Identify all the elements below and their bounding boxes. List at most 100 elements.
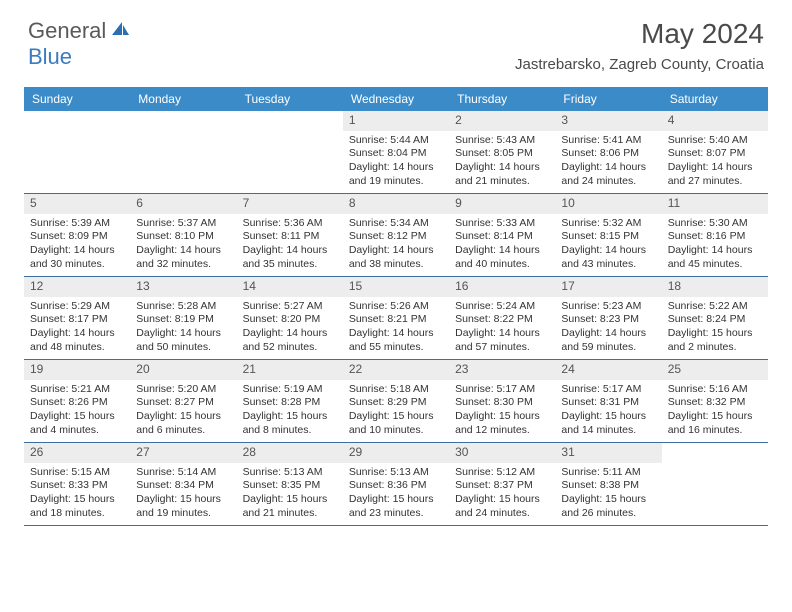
daylight-line-2: and 2 minutes. <box>668 341 762 355</box>
sunrise-line: Sunrise: 5:23 AM <box>561 300 655 314</box>
daylight-line-2: and 52 minutes. <box>243 341 337 355</box>
day-number: 20 <box>130 360 236 380</box>
sunrise-line: Sunrise: 5:22 AM <box>668 300 762 314</box>
logo: General <box>28 18 132 44</box>
daylight-line-1: Daylight: 15 hours <box>136 493 230 507</box>
daylight-line-1: Daylight: 14 hours <box>136 327 230 341</box>
sunset-line: Sunset: 8:22 PM <box>455 313 549 327</box>
weekday-header: Monday <box>130 87 236 111</box>
day-cell-empty <box>237 111 343 193</box>
daylight-line-2: and 35 minutes. <box>243 258 337 272</box>
day-info: Sunrise: 5:19 AMSunset: 8:28 PMDaylight:… <box>237 380 343 442</box>
day-number: 19 <box>24 360 130 380</box>
day-cell-empty <box>130 111 236 193</box>
day-number: 14 <box>237 277 343 297</box>
month-title: May 2024 <box>515 18 764 50</box>
day-info: Sunrise: 5:39 AMSunset: 8:09 PMDaylight:… <box>24 214 130 276</box>
daylight-line-1: Daylight: 15 hours <box>668 410 762 424</box>
sunset-line: Sunset: 8:07 PM <box>668 147 762 161</box>
sunrise-line: Sunrise: 5:40 AM <box>668 134 762 148</box>
sunset-line: Sunset: 8:32 PM <box>668 396 762 410</box>
daylight-line-2: and 10 minutes. <box>349 424 443 438</box>
daylight-line-1: Daylight: 14 hours <box>668 244 762 258</box>
sunset-line: Sunset: 8:10 PM <box>136 230 230 244</box>
day-number: 29 <box>343 443 449 463</box>
day-cell: 29Sunrise: 5:13 AMSunset: 8:36 PMDayligh… <box>343 443 449 525</box>
sunrise-line: Sunrise: 5:26 AM <box>349 300 443 314</box>
day-cell: 21Sunrise: 5:19 AMSunset: 8:28 PMDayligh… <box>237 360 343 442</box>
sunrise-line: Sunrise: 5:12 AM <box>455 466 549 480</box>
calendar-body: 1Sunrise: 5:44 AMSunset: 8:04 PMDaylight… <box>24 111 768 526</box>
daylight-line-1: Daylight: 14 hours <box>561 327 655 341</box>
daylight-line-1: Daylight: 14 hours <box>243 244 337 258</box>
day-cell: 24Sunrise: 5:17 AMSunset: 8:31 PMDayligh… <box>555 360 661 442</box>
daylight-line-1: Daylight: 14 hours <box>243 327 337 341</box>
day-number: 31 <box>555 443 661 463</box>
sunrise-line: Sunrise: 5:34 AM <box>349 217 443 231</box>
daylight-line-2: and 18 minutes. <box>30 507 124 521</box>
sunset-line: Sunset: 8:19 PM <box>136 313 230 327</box>
title-block: May 2024 Jastrebarsko, Zagreb County, Cr… <box>515 18 764 73</box>
day-number: 8 <box>343 194 449 214</box>
week-row: 12Sunrise: 5:29 AMSunset: 8:17 PMDayligh… <box>24 277 768 360</box>
daylight-line-2: and 12 minutes. <box>455 424 549 438</box>
day-number: 7 <box>237 194 343 214</box>
day-cell: 27Sunrise: 5:14 AMSunset: 8:34 PMDayligh… <box>130 443 236 525</box>
week-row: 1Sunrise: 5:44 AMSunset: 8:04 PMDaylight… <box>24 111 768 194</box>
sunset-line: Sunset: 8:38 PM <box>561 479 655 493</box>
sunset-line: Sunset: 8:27 PM <box>136 396 230 410</box>
weekday-header-row: SundayMondayTuesdayWednesdayThursdayFrid… <box>24 87 768 111</box>
sunset-line: Sunset: 8:30 PM <box>455 396 549 410</box>
daylight-line-2: and 59 minutes. <box>561 341 655 355</box>
day-number: 25 <box>662 360 768 380</box>
daylight-line-1: Daylight: 15 hours <box>455 493 549 507</box>
daylight-line-2: and 43 minutes. <box>561 258 655 272</box>
daylight-line-2: and 19 minutes. <box>349 175 443 189</box>
day-cell: 7Sunrise: 5:36 AMSunset: 8:11 PMDaylight… <box>237 194 343 276</box>
day-info: Sunrise: 5:20 AMSunset: 8:27 PMDaylight:… <box>130 380 236 442</box>
sunset-line: Sunset: 8:35 PM <box>243 479 337 493</box>
sunrise-line: Sunrise: 5:11 AM <box>561 466 655 480</box>
daylight-line-1: Daylight: 14 hours <box>30 327 124 341</box>
sunset-line: Sunset: 8:21 PM <box>349 313 443 327</box>
daylight-line-1: Daylight: 15 hours <box>349 493 443 507</box>
daylight-line-1: Daylight: 14 hours <box>349 161 443 175</box>
daylight-line-2: and 26 minutes. <box>561 507 655 521</box>
sunset-line: Sunset: 8:16 PM <box>668 230 762 244</box>
sunrise-line: Sunrise: 5:36 AM <box>243 217 337 231</box>
daylight-line-1: Daylight: 15 hours <box>668 327 762 341</box>
day-number: 10 <box>555 194 661 214</box>
logo-blue-wrap: Blue <box>28 44 72 70</box>
daylight-line-2: and 50 minutes. <box>136 341 230 355</box>
sunrise-line: Sunrise: 5:13 AM <box>349 466 443 480</box>
daylight-line-2: and 21 minutes. <box>455 175 549 189</box>
sunrise-line: Sunrise: 5:30 AM <box>668 217 762 231</box>
daylight-line-2: and 14 minutes. <box>561 424 655 438</box>
day-cell: 22Sunrise: 5:18 AMSunset: 8:29 PMDayligh… <box>343 360 449 442</box>
day-number: 23 <box>449 360 555 380</box>
daylight-line-2: and 30 minutes. <box>30 258 124 272</box>
sunrise-line: Sunrise: 5:29 AM <box>30 300 124 314</box>
day-cell: 10Sunrise: 5:32 AMSunset: 8:15 PMDayligh… <box>555 194 661 276</box>
day-info: Sunrise: 5:15 AMSunset: 8:33 PMDaylight:… <box>24 463 130 525</box>
day-cell: 19Sunrise: 5:21 AMSunset: 8:26 PMDayligh… <box>24 360 130 442</box>
day-cell: 17Sunrise: 5:23 AMSunset: 8:23 PMDayligh… <box>555 277 661 359</box>
day-info: Sunrise: 5:13 AMSunset: 8:35 PMDaylight:… <box>237 463 343 525</box>
day-number: 27 <box>130 443 236 463</box>
day-info: Sunrise: 5:23 AMSunset: 8:23 PMDaylight:… <box>555 297 661 359</box>
day-number: 17 <box>555 277 661 297</box>
day-number: 12 <box>24 277 130 297</box>
sunrise-line: Sunrise: 5:17 AM <box>455 383 549 397</box>
day-info: Sunrise: 5:13 AMSunset: 8:36 PMDaylight:… <box>343 463 449 525</box>
day-info: Sunrise: 5:27 AMSunset: 8:20 PMDaylight:… <box>237 297 343 359</box>
day-cell: 16Sunrise: 5:24 AMSunset: 8:22 PMDayligh… <box>449 277 555 359</box>
location: Jastrebarsko, Zagreb County, Croatia <box>515 56 764 73</box>
day-cell: 25Sunrise: 5:16 AMSunset: 8:32 PMDayligh… <box>662 360 768 442</box>
daylight-line-1: Daylight: 15 hours <box>136 410 230 424</box>
sunrise-line: Sunrise: 5:27 AM <box>243 300 337 314</box>
logo-sail-icon <box>110 20 130 43</box>
day-cell: 31Sunrise: 5:11 AMSunset: 8:38 PMDayligh… <box>555 443 661 525</box>
daylight-line-1: Daylight: 15 hours <box>243 410 337 424</box>
sunrise-line: Sunrise: 5:15 AM <box>30 466 124 480</box>
day-cell: 1Sunrise: 5:44 AMSunset: 8:04 PMDaylight… <box>343 111 449 193</box>
